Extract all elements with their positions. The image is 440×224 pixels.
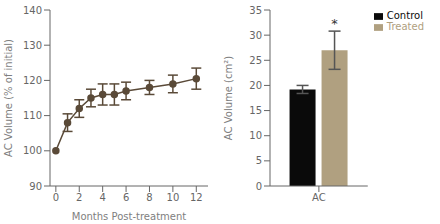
svg-text:AC Volume (% of initial): AC Volume (% of initial): [8, 39, 14, 157]
svg-text:90: 90: [29, 181, 42, 192]
svg-text:4: 4: [99, 192, 105, 203]
svg-text:120: 120: [23, 75, 42, 86]
html-text:Control: Control: [386, 10, 423, 21]
svg-text:0: 0: [53, 192, 59, 203]
svg-text:*: *: [331, 16, 338, 31]
html-text:Treated: Treated: [386, 21, 424, 32]
svg-text:Months Post-treatment: Months Post-treatment: [72, 211, 187, 222]
svg-text:140: 140: [23, 5, 42, 16]
svg-text:100: 100: [23, 145, 42, 156]
svg-text:20: 20: [249, 80, 262, 91]
svg-text:25: 25: [249, 55, 262, 66]
svg-text:AC: AC: [312, 192, 326, 203]
svg-text:8: 8: [146, 192, 152, 203]
svg-text:5: 5: [256, 155, 262, 166]
svg-text:130: 130: [23, 40, 42, 51]
svg-text:10: 10: [249, 130, 262, 141]
svg-text:12: 12: [190, 192, 203, 203]
svg-text:35: 35: [249, 5, 262, 16]
svg-text:0: 0: [256, 181, 262, 192]
svg-text:30: 30: [249, 30, 262, 41]
svg-text:15: 15: [249, 105, 262, 116]
svg-text:2: 2: [76, 192, 82, 203]
svg-text:10: 10: [167, 192, 180, 203]
svg-text:AC Volume (cm²): AC Volume (cm²): [223, 56, 234, 140]
svg-text:110: 110: [23, 110, 42, 121]
svg-text:6: 6: [123, 192, 129, 203]
